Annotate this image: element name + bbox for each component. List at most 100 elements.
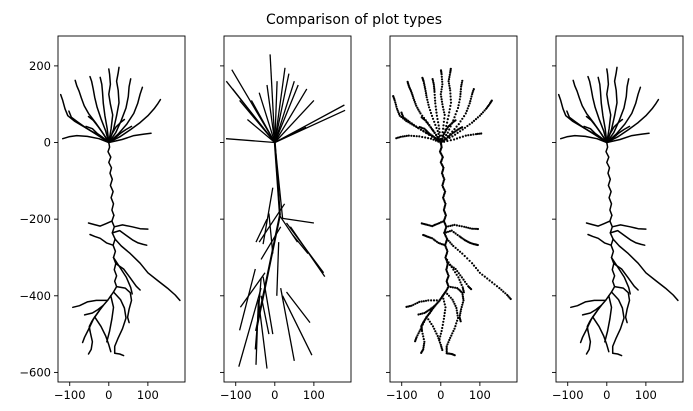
data-point — [472, 133, 475, 136]
data-point — [429, 109, 432, 112]
data-point — [470, 95, 473, 98]
neurite-path — [61, 134, 110, 144]
data-point — [403, 117, 406, 120]
neurite-path — [99, 76, 110, 144]
data-point — [464, 112, 467, 115]
segment-line — [238, 287, 262, 367]
neurite-path — [585, 115, 608, 144]
data-point — [462, 299, 465, 302]
data-point — [438, 341, 442, 344]
data-point — [422, 320, 426, 324]
neurite-path — [606, 125, 631, 144]
x-tick-label: 0 — [437, 388, 444, 402]
data-point — [433, 131, 436, 134]
segment-line — [274, 84, 299, 143]
data-point — [437, 241, 440, 244]
data-point — [460, 225, 463, 228]
data-point — [483, 275, 486, 278]
data-point — [436, 334, 439, 338]
data-point — [449, 285, 452, 289]
data-point — [438, 339, 441, 342]
data-point — [455, 224, 458, 227]
neurite-path — [108, 118, 126, 144]
data-point — [425, 96, 428, 99]
data-point — [431, 134, 434, 137]
data-point — [476, 269, 479, 272]
data-point — [407, 134, 410, 137]
neurite-path — [559, 134, 608, 144]
data-point — [453, 116, 456, 119]
y-tick-label: 0 — [44, 136, 51, 150]
data-point — [454, 113, 457, 116]
data-point — [446, 121, 449, 124]
data-point — [455, 309, 458, 312]
data-point — [431, 117, 435, 120]
data-point — [456, 311, 459, 315]
data-point — [405, 118, 408, 121]
data-point — [435, 133, 438, 136]
subplot-a: −100 0 100 200 0 −200 −400 −600 — [19, 35, 186, 402]
neurite-path — [113, 224, 149, 230]
segment-line — [274, 81, 278, 143]
data-point — [444, 306, 447, 309]
data-point — [472, 227, 476, 230]
data-point — [474, 266, 478, 270]
data-point — [448, 87, 451, 90]
data-point — [434, 123, 437, 126]
data-point — [433, 120, 436, 123]
subplot-c: −100 0 100 — [386, 35, 518, 402]
data-point — [451, 224, 454, 227]
neurite-path — [93, 316, 112, 353]
segment-line — [269, 54, 276, 143]
segment-line — [289, 226, 326, 277]
data-point — [461, 79, 464, 82]
segment-line — [255, 218, 268, 243]
data-point — [471, 93, 474, 96]
data-point — [448, 263, 451, 266]
neurite-path — [87, 220, 113, 227]
data-point — [453, 327, 456, 330]
data-point — [466, 124, 469, 128]
data-point — [414, 125, 418, 128]
data-point — [426, 101, 429, 104]
data-point — [447, 82, 451, 85]
data-point — [427, 137, 430, 140]
data-point — [416, 301, 419, 304]
data-point — [452, 266, 455, 269]
data-point — [457, 272, 460, 275]
data-point — [446, 131, 449, 134]
neurite-path — [89, 233, 114, 246]
data-point — [432, 129, 435, 133]
data-point — [421, 332, 424, 335]
neurite-path — [591, 316, 610, 353]
data-point — [418, 330, 421, 333]
data-point — [464, 134, 467, 137]
data-point — [424, 89, 427, 93]
data-point — [461, 301, 464, 304]
neurite-path — [606, 78, 630, 144]
data-point — [430, 128, 434, 131]
data-point — [472, 264, 476, 267]
data-point — [429, 137, 433, 140]
data-point — [412, 97, 415, 100]
data-point — [459, 120, 462, 123]
segment-line — [246, 119, 276, 143]
data-point — [449, 67, 452, 70]
data-point — [443, 311, 446, 315]
data-point — [429, 310, 433, 313]
data-point — [418, 135, 421, 138]
data-point — [435, 332, 438, 335]
data-point — [488, 279, 491, 282]
data-point — [448, 136, 451, 139]
data-point — [451, 298, 454, 301]
neurite-path — [72, 299, 109, 309]
data-point — [471, 227, 474, 230]
data-point — [446, 136, 449, 139]
data-point — [440, 345, 443, 348]
data-point — [453, 223, 456, 226]
data-point — [463, 225, 466, 228]
neurite-path — [585, 220, 611, 227]
data-point — [466, 257, 469, 260]
neurite-path — [587, 233, 612, 246]
data-point — [424, 299, 428, 302]
